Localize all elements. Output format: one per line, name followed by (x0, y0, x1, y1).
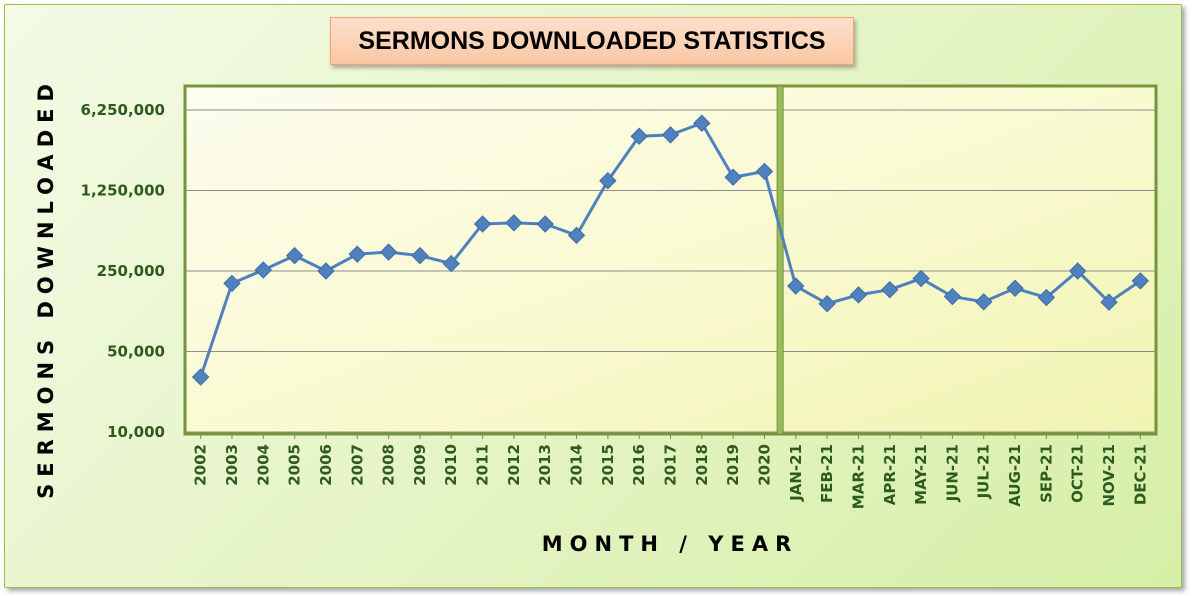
chart-title: SERMONS DOWNLOADED STATISTICS (358, 26, 826, 55)
x-tick-label: 2018 (693, 444, 711, 486)
data-point-marker (1131, 272, 1150, 290)
chart-title-box: SERMONS DOWNLOADED STATISTICS (330, 17, 854, 65)
x-tick-label: JUN-21 (943, 444, 961, 502)
data-point-marker (379, 243, 398, 261)
data-point-marker (599, 172, 617, 190)
data-point-marker (473, 215, 492, 233)
x-tick-label: 2009 (411, 444, 429, 486)
x-tick-label: MAR-21 (849, 444, 867, 509)
y-tick-label: 1,250,000 (81, 182, 165, 200)
period-divider-bar (776, 85, 784, 435)
data-point-marker (1006, 279, 1024, 297)
x-tick-label: 2020 (755, 444, 773, 486)
data-point-marker (223, 274, 241, 293)
x-tick-label: JAN-21 (787, 444, 805, 502)
x-tick-label: DEC-21 (1131, 444, 1149, 505)
x-tick-label: MAY-21 (912, 444, 930, 505)
x-tick-label: 2013 (536, 444, 554, 486)
x-tick-label: 2019 (724, 444, 742, 486)
data-point-marker (661, 126, 680, 144)
y-tick-label: 250,000 (97, 262, 165, 280)
x-tick-label: SEP-21 (1037, 444, 1055, 503)
data-point-marker (724, 168, 742, 186)
data-point-marker (849, 286, 868, 304)
data-point-marker (975, 293, 993, 311)
x-tick-label: 2004 (254, 444, 272, 486)
x-tick-label: 2015 (599, 444, 617, 486)
x-tick-label: AUG-21 (1006, 444, 1024, 507)
x-tick-label: JUL-21 (975, 444, 993, 499)
y-tick-label: 6,250,000 (81, 101, 165, 119)
x-tick-label: 2008 (380, 444, 398, 486)
x-tick-label: 2003 (223, 444, 241, 486)
x-tick-label: 2006 (317, 444, 335, 486)
data-point-marker (1037, 288, 1056, 307)
x-tick-label: NOV-21 (1100, 444, 1118, 507)
x-tick-label: 2014 (568, 444, 586, 486)
data-point-marker (693, 114, 711, 132)
data-point-marker (881, 280, 899, 299)
x-tick-labels: 2002 2003 2004 2005 2006 2007 2008 2009 2010 2011… (192, 434, 1149, 509)
data-point-marker (755, 162, 774, 181)
x-tick-label: 2017 (662, 444, 680, 486)
y-axis-title: SERMONS DOWNLOADED (34, 77, 58, 499)
x-tick-label: APR-21 (881, 444, 899, 505)
data-point-marker (1068, 262, 1087, 280)
data-point-marker (254, 261, 273, 279)
data-point-marker (285, 246, 304, 265)
data-point-marker (442, 254, 460, 273)
y-tick-label: 50,000 (107, 343, 165, 361)
x-tick-label: 2010 (442, 444, 460, 486)
data-point-marker (411, 246, 429, 265)
data-point-marker (1100, 293, 1118, 311)
data-point-marker (912, 269, 930, 288)
y-tick-label: 10,000 (107, 423, 165, 441)
gridlines (185, 109, 1156, 433)
x-tick-label: 2012 (505, 444, 523, 486)
data-point-marker (348, 245, 366, 263)
data-point-marker (317, 262, 335, 280)
data-point-marker (943, 287, 962, 306)
data-series (191, 114, 1150, 386)
x-tick-label: FEB-21 (818, 444, 836, 503)
x-tick-label: 2005 (286, 444, 304, 486)
data-point-marker (536, 215, 554, 233)
x-tick-label: 2011 (474, 444, 492, 486)
data-point-marker (818, 295, 836, 313)
data-point-marker (787, 277, 805, 295)
x-tick-label: 2007 (348, 444, 366, 486)
x-tick-label: 2016 (630, 444, 648, 486)
x-tick-label: OCT-21 (1069, 444, 1087, 503)
x-tick-label: 2002 (192, 444, 210, 486)
data-point-marker (567, 226, 586, 245)
data-point-marker (191, 368, 210, 386)
data-point-marker (505, 214, 523, 232)
data-point-marker (630, 127, 648, 145)
y-tick-labels: 10,000 50,000 250,000 1,250,000 6,250,000 (81, 101, 165, 441)
x-axis-title: MONTH / YEAR (542, 532, 799, 556)
